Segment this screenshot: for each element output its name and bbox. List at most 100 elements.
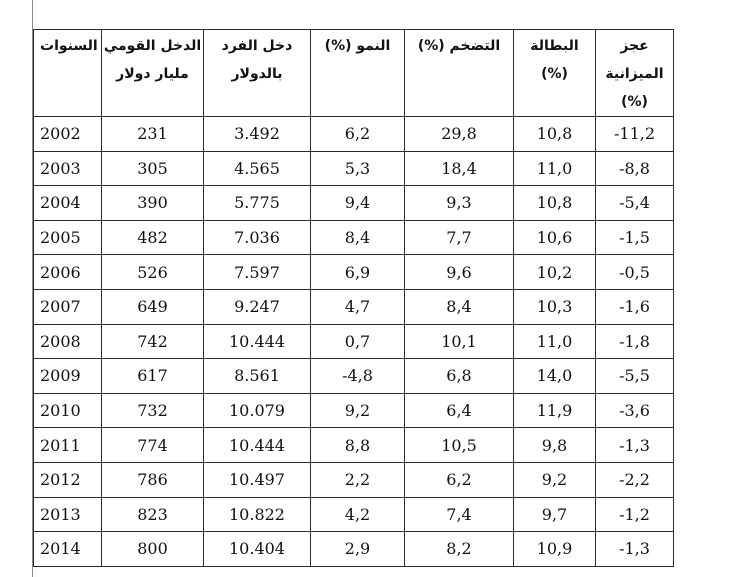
table-row: 2003 305 4.565 5,3 18,4 11,0 -8,8 (33, 150, 674, 187)
cell-deficit: -5,4 (595, 185, 674, 221)
cell-year: 2008 (33, 323, 102, 360)
cell-unemployment: 10,6 (513, 219, 596, 256)
cell-deficit: -1,3 (595, 531, 674, 567)
header-growth: (%) النمو (310, 29, 405, 117)
table-row: 2013 823 10.822 4,2 7,4 9,7 -1,2 (33, 496, 674, 533)
page-left-border (32, 0, 33, 577)
cell-inflation: 6,4 (404, 392, 514, 429)
table-row: 2005 482 7.036 8,4 7,7 10,6 -1,5 (33, 219, 674, 256)
cell-growth: 8,8 (310, 427, 405, 463)
economic-indicators-table: السنوات الدخل القومي مليار دولار دخل الف… (33, 29, 674, 567)
cell-inflation: 8,4 (404, 288, 514, 325)
cell-gdp: 732 (101, 392, 204, 429)
cell-unemployment: 11,0 (513, 150, 596, 187)
cell-unemployment: 10,8 (513, 116, 596, 152)
cell-gdp: 823 (101, 496, 204, 533)
cell-gdp: 774 (101, 427, 204, 463)
cell-inflation: 6,2 (404, 461, 514, 498)
cell-gdp: 786 (101, 461, 204, 498)
cell-growth: 4,7 (310, 288, 405, 325)
header-inflation: (%) التضخم (404, 29, 514, 117)
cell-unemployment: 9,8 (513, 427, 596, 463)
cell-inflation: 29,8 (404, 116, 514, 152)
cell-year: 2007 (33, 288, 102, 325)
cell-unemployment: 10,3 (513, 288, 596, 325)
cell-deficit: -5,5 (595, 358, 674, 394)
cell-deficit: -1,3 (595, 427, 674, 463)
cell-deficit: -1,5 (595, 219, 674, 256)
cell-per-capita: 9.247 (203, 288, 311, 325)
table-row: 2002 231 3.492 6,2 29,8 10,8 -11,2 (33, 116, 674, 152)
cell-year: 2009 (33, 358, 102, 394)
cell-per-capita: 10.404 (203, 531, 311, 567)
cell-deficit: -1,8 (595, 323, 674, 360)
header-unemployment: البطالة (%) (513, 29, 596, 117)
table-row: 2006 526 7.597 6,9 9,6 10,2 -0,5 (33, 254, 674, 290)
cell-gdp: 482 (101, 219, 204, 256)
cell-deficit: -2,2 (595, 461, 674, 498)
cell-growth: 9,4 (310, 185, 405, 221)
cell-gdp: 231 (101, 116, 204, 152)
cell-per-capita: 10.079 (203, 392, 311, 429)
cell-year: 2011 (33, 427, 102, 463)
cell-growth: 2,2 (310, 461, 405, 498)
cell-per-capita: 10.822 (203, 496, 311, 533)
table-header-row: السنوات الدخل القومي مليار دولار دخل الف… (33, 29, 674, 117)
header-deficit-line2: الميزانية (605, 66, 664, 82)
cell-unemployment: 14,0 (513, 358, 596, 394)
header-inflation-label: (%) التضخم (417, 38, 501, 54)
cell-per-capita: 3.492 (203, 116, 311, 152)
cell-inflation: 18,4 (404, 150, 514, 187)
cell-growth: 5,3 (310, 150, 405, 187)
cell-inflation: 7,7 (404, 219, 514, 256)
header-unemployment-line2: (%) (541, 66, 568, 82)
cell-per-capita: 10.444 (203, 427, 311, 463)
cell-unemployment: 10,2 (513, 254, 596, 290)
cell-inflation: 8,2 (404, 531, 514, 567)
cell-deficit: -0,5 (595, 254, 674, 290)
cell-deficit: -11,2 (595, 116, 674, 152)
header-deficit-line1: عجز (620, 38, 649, 54)
cell-year: 2004 (33, 185, 102, 221)
cell-per-capita: 7.597 (203, 254, 311, 290)
cell-inflation: 10,1 (404, 323, 514, 360)
cell-gdp: 649 (101, 288, 204, 325)
table-row: 2012 786 10.497 2,2 6,2 9,2 -2,2 (33, 461, 674, 498)
cell-deficit: -1,6 (595, 288, 674, 325)
cell-unemployment: 10,9 (513, 531, 596, 567)
cell-year: 2010 (33, 392, 102, 429)
header-deficit: عجز الميزانية (%) (595, 29, 674, 117)
table-row: 2010 732 10.079 9,2 6,4 11,9 -3,6 (33, 392, 674, 429)
cell-unemployment: 11,0 (513, 323, 596, 360)
cell-per-capita: 5.775 (203, 185, 311, 221)
cell-per-capita: 8.561 (203, 358, 311, 394)
header-unemployment-line1: البطالة (530, 38, 579, 54)
header-per-capita-line2: بالدولار (231, 66, 283, 82)
cell-inflation: 9,6 (404, 254, 514, 290)
cell-growth: 2,9 (310, 531, 405, 567)
cell-gdp: 305 (101, 150, 204, 187)
cell-unemployment: 10,8 (513, 185, 596, 221)
cell-gdp: 742 (101, 323, 204, 360)
table-row: 2008 742 10.444 0,7 10,1 11,0 -1,8 (33, 323, 674, 360)
header-growth-label: (%) النمو (324, 38, 391, 54)
cell-year: 2012 (33, 461, 102, 498)
cell-growth: 6,9 (310, 254, 405, 290)
cell-year: 2003 (33, 150, 102, 187)
cell-growth: 6,2 (310, 116, 405, 152)
cell-inflation: 9,3 (404, 185, 514, 221)
cell-per-capita: 10.497 (203, 461, 311, 498)
cell-growth: 9,2 (310, 392, 405, 429)
cell-unemployment: 11,9 (513, 392, 596, 429)
table-row: 2011 774 10.444 8,8 10,5 9,8 -1,3 (33, 427, 674, 463)
cell-deficit: -1,2 (595, 496, 674, 533)
cell-gdp: 617 (101, 358, 204, 394)
table-row: 2004 390 5.775 9,4 9,3 10,8 -5,4 (33, 185, 674, 221)
table-body: 2002 231 3.492 6,2 29,8 10,8 -11,2 2003 305 4.565… (33, 116, 674, 567)
cell-gdp: 800 (101, 531, 204, 567)
cell-inflation: 6,8 (404, 358, 514, 394)
cell-year: 2006 (33, 254, 102, 290)
cell-growth: 8,4 (310, 219, 405, 256)
cell-year: 2014 (33, 531, 102, 567)
